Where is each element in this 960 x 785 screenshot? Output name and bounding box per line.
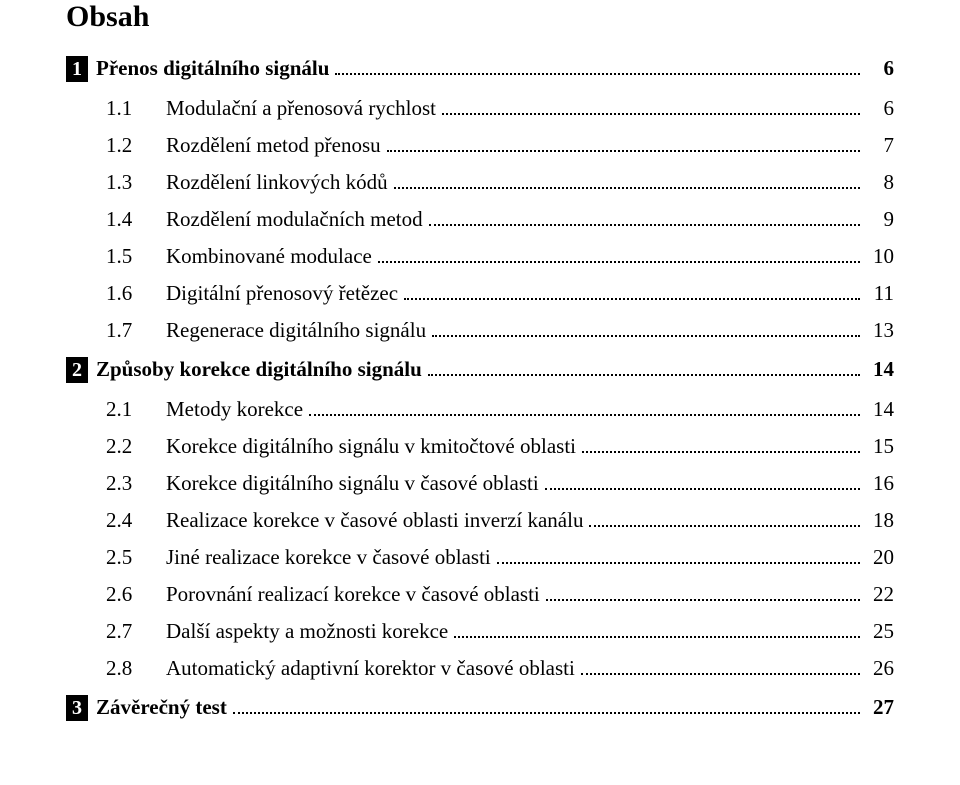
sub-title: Rozdělení linkových kódů xyxy=(166,172,388,193)
chapter-title: Přenos digitálního signálu xyxy=(96,58,329,79)
toc-sub-row: 2.8 Automatický adaptivní korektor v čas… xyxy=(66,658,894,679)
dot-leader xyxy=(429,212,860,226)
toc-chapter-row: 1 Přenos digitálního signálu 6 xyxy=(66,56,894,82)
sub-title: Automatický adaptivní korektor v časové … xyxy=(166,658,575,679)
sub-page: 10 xyxy=(866,246,894,267)
chapter-title: Způsoby korekce digitálního signálu xyxy=(96,359,422,380)
sub-title: Digitální přenosový řetězec xyxy=(166,283,398,304)
boxed-number: 2 xyxy=(66,357,88,383)
dot-leader xyxy=(546,587,860,601)
sub-page: 20 xyxy=(866,547,894,568)
toc-sub-row: 1.2 Rozdělení metod přenosu 7 xyxy=(66,135,894,156)
chapter-number-box: 2 xyxy=(66,357,88,383)
boxed-number: 1 xyxy=(66,56,88,82)
chapter-page: 14 xyxy=(866,359,894,380)
sub-title: Regenerace digitálního signálu xyxy=(166,320,426,341)
sub-number: 2.1 xyxy=(106,399,166,420)
sub-number: 2.8 xyxy=(106,658,166,679)
dot-leader xyxy=(378,249,860,263)
toc-sub-row: 2.6 Porovnání realizací korekce v časové… xyxy=(66,584,894,605)
sub-title: Další aspekty a možnosti korekce xyxy=(166,621,448,642)
sub-title: Metody korekce xyxy=(166,399,303,420)
sub-number: 2.4 xyxy=(106,510,166,531)
dot-leader xyxy=(582,439,860,453)
chapter-number-box: 1 xyxy=(66,56,88,82)
sub-number: 1.6 xyxy=(106,283,166,304)
sub-number: 1.5 xyxy=(106,246,166,267)
dot-leader xyxy=(454,624,860,638)
sub-number: 2.5 xyxy=(106,547,166,568)
dot-leader xyxy=(589,513,860,527)
page: Obsah 1 Přenos digitálního signálu 6 1.1… xyxy=(0,0,960,785)
sub-page: 8 xyxy=(866,172,894,193)
toc-chapter-row: 3 Závěrečný test 27 xyxy=(66,695,894,721)
toc-sub-row: 1.1 Modulační a přenosová rychlost 6 xyxy=(66,98,894,119)
toc-title: Obsah xyxy=(66,0,894,34)
sub-page: 16 xyxy=(866,473,894,494)
table-of-contents: 1 Přenos digitálního signálu 6 1.1 Modul… xyxy=(66,56,894,721)
sub-title: Kombinované modulace xyxy=(166,246,372,267)
chapter-title: Závěrečný test xyxy=(96,697,227,718)
toc-sub-row: 2.3 Korekce digitálního signálu v časové… xyxy=(66,473,894,494)
toc-sub-row: 1.4 Rozdělení modulačních metod 9 xyxy=(66,209,894,230)
sub-number: 1.7 xyxy=(106,320,166,341)
chapter-number-box: 3 xyxy=(66,695,88,721)
sub-page: 22 xyxy=(866,584,894,605)
sub-title: Jiné realizace korekce v časové oblasti xyxy=(166,547,491,568)
sub-title: Korekce digitálního signálu v kmitočtové… xyxy=(166,436,576,457)
sub-page: 9 xyxy=(866,209,894,230)
sub-number: 2.2 xyxy=(106,436,166,457)
sub-page: 18 xyxy=(866,510,894,531)
boxed-number: 3 xyxy=(66,695,88,721)
sub-number: 1.3 xyxy=(106,172,166,193)
dot-leader xyxy=(394,175,860,189)
dot-leader xyxy=(442,101,860,115)
toc-sub-row: 2.4 Realizace korekce v časové oblasti i… xyxy=(66,510,894,531)
sub-number: 2.6 xyxy=(106,584,166,605)
sub-title: Porovnání realizací korekce v časové obl… xyxy=(166,584,540,605)
dot-leader xyxy=(335,61,860,75)
toc-sub-row: 2.5 Jiné realizace korekce v časové obla… xyxy=(66,547,894,568)
sub-page: 6 xyxy=(866,98,894,119)
toc-sub-row: 1.5 Kombinované modulace 10 xyxy=(66,246,894,267)
sub-title: Korekce digitálního signálu v časové obl… xyxy=(166,473,539,494)
dot-leader xyxy=(581,661,860,675)
sub-number: 2.7 xyxy=(106,621,166,642)
sub-page: 26 xyxy=(866,658,894,679)
sub-page: 15 xyxy=(866,436,894,457)
toc-sub-row: 1.7 Regenerace digitálního signálu 13 xyxy=(66,320,894,341)
sub-page: 25 xyxy=(866,621,894,642)
dot-leader xyxy=(497,550,860,564)
chapter-page: 27 xyxy=(866,697,894,718)
toc-sub-row: 1.3 Rozdělení linkových kódů 8 xyxy=(66,172,894,193)
sub-title: Rozdělení metod přenosu xyxy=(166,135,381,156)
toc-sub-row: 2.2 Korekce digitálního signálu v kmitoč… xyxy=(66,436,894,457)
sub-page: 14 xyxy=(866,399,894,420)
sub-page: 7 xyxy=(866,135,894,156)
sub-number: 2.3 xyxy=(106,473,166,494)
toc-chapter-row: 2 Způsoby korekce digitálního signálu 14 xyxy=(66,357,894,383)
sub-number: 1.1 xyxy=(106,98,166,119)
toc-sub-row: 2.1 Metody korekce 14 xyxy=(66,399,894,420)
chapter-page: 6 xyxy=(866,58,894,79)
sub-page: 11 xyxy=(866,283,894,304)
dot-leader xyxy=(404,286,860,300)
sub-title: Rozdělení modulačních metod xyxy=(166,209,423,230)
dot-leader xyxy=(545,476,860,490)
sub-title: Realizace korekce v časové oblasti inver… xyxy=(166,510,583,531)
sub-page: 13 xyxy=(866,320,894,341)
dot-leader xyxy=(233,700,860,714)
dot-leader xyxy=(428,362,860,376)
dot-leader xyxy=(432,323,860,337)
sub-title: Modulační a přenosová rychlost xyxy=(166,98,436,119)
toc-sub-row: 2.7 Další aspekty a možnosti korekce 25 xyxy=(66,621,894,642)
sub-number: 1.2 xyxy=(106,135,166,156)
sub-number: 1.4 xyxy=(106,209,166,230)
toc-sub-row: 1.6 Digitální přenosový řetězec 11 xyxy=(66,283,894,304)
dot-leader xyxy=(387,138,860,152)
dot-leader xyxy=(309,402,860,416)
